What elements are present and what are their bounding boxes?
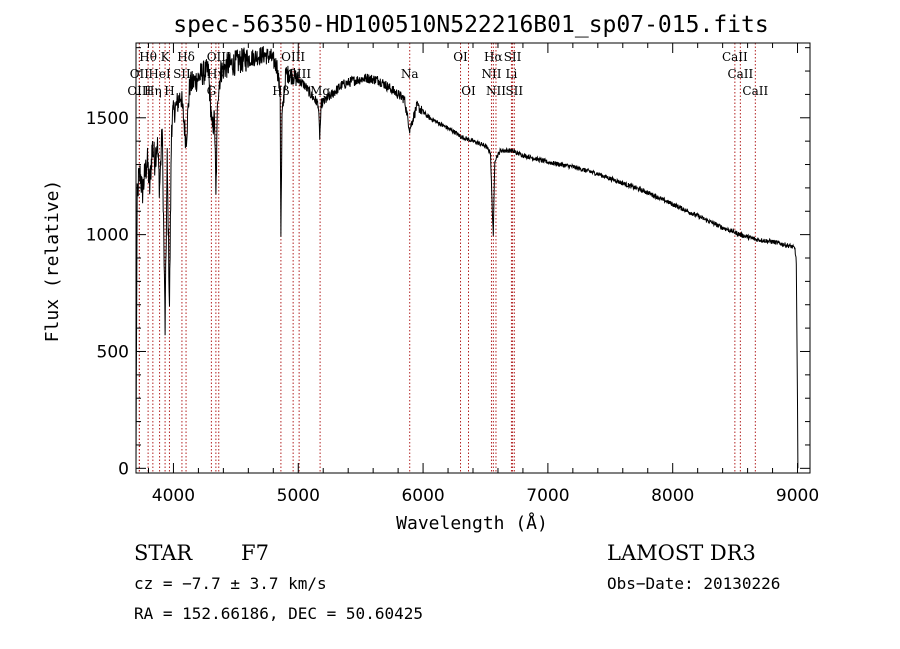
spectral-line-label: NII — [481, 67, 501, 81]
y-tick-label: 1000 — [86, 226, 129, 246]
spectrum-line — [135, 46, 799, 469]
y-tick-label: 0 — [118, 459, 129, 479]
observation-date: Obs−Date: 20130226 — [607, 574, 780, 593]
object-subclass: F7 — [241, 541, 269, 565]
spectral-line-label: SII — [505, 84, 523, 98]
spectral-line-label: Hη — [144, 84, 162, 98]
y-tick-label: 500 — [97, 342, 129, 362]
spectral-line-label: Hβ — [272, 84, 289, 98]
redshift-velocity: cz = −7.7 ± 3.7 km/s — [134, 574, 327, 593]
spectral-line-label: NII — [486, 84, 506, 98]
spectral-line-label: Hα — [484, 50, 503, 64]
x-tick-label: 7000 — [526, 486, 569, 506]
spectral-line-label: G — [207, 84, 217, 98]
spectral-line-label: CaII — [722, 50, 748, 64]
spectral-line-label: OIII — [127, 84, 151, 98]
spectral-line-label: OIII — [207, 50, 231, 64]
spectral-line-markers — [138, 43, 756, 473]
spectral-line-label: CaII — [727, 67, 753, 81]
x-tick-label: 9000 — [776, 486, 819, 506]
sky-coordinates: RA = 152.66186, DEC = 50.60425 — [134, 604, 423, 623]
x-tick-label: 5000 — [277, 486, 320, 506]
axis-tick-labels: 4000 5000 6000 7000 8000 9000 0 500 1000 1500 — [86, 109, 819, 506]
spectral-line-label: K — [161, 50, 171, 64]
x-axis-label: Wavelength (Å) — [396, 512, 548, 534]
spectral-line-label: CaII — [742, 84, 768, 98]
y-tick-label: 1500 — [86, 109, 129, 129]
spectral-line-label: OI — [461, 84, 476, 98]
x-tick-label: 4000 — [152, 486, 195, 506]
y-axis-label: Flux (relative) — [42, 180, 63, 343]
spectral-line-label: OII — [130, 67, 150, 81]
spectral-line-label: Hθ — [139, 50, 157, 64]
spectral-line-label: SII — [173, 67, 191, 81]
spectral-line-label: Hδ — [177, 50, 195, 64]
spectral-line-label: Li — [506, 67, 518, 81]
spectral-line-label: OI — [453, 50, 468, 64]
spectral-line-label: SII — [504, 50, 522, 64]
survey-name: LAMOST DR3 — [607, 541, 756, 565]
spectral-line-label: Na — [401, 67, 419, 81]
spectral-line-label: Mg — [310, 84, 330, 98]
chart-title: spec-56350-HD100510N522216B01_sp07-015.f… — [173, 12, 768, 38]
spectral-line-label: H — [164, 84, 174, 98]
spectral-line-label: HeI — [148, 67, 171, 81]
object-class: STAR — [134, 541, 193, 565]
x-tick-label: 6000 — [401, 486, 444, 506]
x-tick-label: 8000 — [651, 486, 694, 506]
axis-ticks — [136, 43, 810, 473]
spectral-line-label: OIII — [287, 67, 311, 81]
spectral-line-label: OIII — [281, 50, 305, 64]
